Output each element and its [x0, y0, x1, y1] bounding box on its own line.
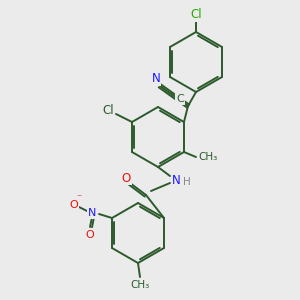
Text: Cl: Cl	[190, 8, 202, 22]
Text: CH₃: CH₃	[198, 152, 218, 162]
Text: ⁻: ⁻	[76, 193, 82, 203]
Text: N: N	[172, 175, 180, 188]
Text: O: O	[70, 200, 78, 210]
Text: CH₃: CH₃	[130, 280, 150, 290]
Text: N: N	[152, 73, 160, 85]
Text: N: N	[88, 208, 96, 218]
Text: Cl: Cl	[102, 103, 114, 116]
Text: C: C	[176, 94, 184, 104]
Text: O: O	[85, 230, 94, 240]
Text: O: O	[122, 172, 130, 184]
Text: H: H	[183, 177, 191, 187]
